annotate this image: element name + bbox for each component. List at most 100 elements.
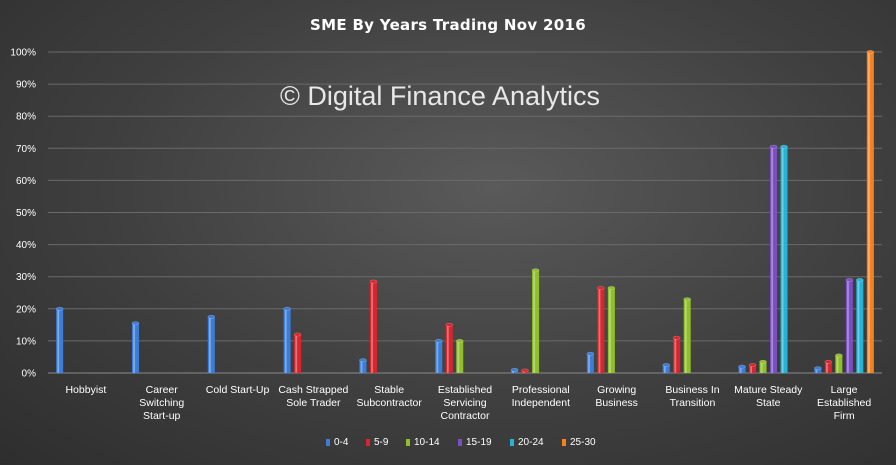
bar-body (283, 308, 291, 373)
bar-top (835, 353, 843, 358)
legend: 0-4 5-9 10-14 15-19 20-24 25-30 (326, 437, 596, 448)
bar-highlight (588, 353, 590, 373)
bar-top (55, 306, 64, 311)
y-tick-label: 50% (16, 208, 36, 219)
bar-highlight (133, 323, 135, 373)
bar-highlight (446, 324, 449, 373)
legend-item: 15-19 (458, 437, 492, 448)
bar-top (683, 297, 691, 302)
bar (445, 323, 453, 373)
bar-highlight (847, 279, 849, 373)
bar-top (672, 335, 681, 340)
legend-label: 20-24 (518, 437, 544, 448)
bar-top (293, 332, 302, 337)
bar-highlight (457, 340, 460, 373)
bar (369, 279, 378, 373)
bar-top (780, 144, 788, 149)
bar-body (456, 340, 464, 373)
bar (283, 306, 291, 373)
bar-top (531, 268, 540, 273)
y-tick-label: 10% (16, 336, 36, 347)
bar (835, 353, 843, 373)
bar-highlight (857, 279, 860, 373)
x-tick-label: Growing Business (595, 384, 638, 409)
bar-body (369, 281, 377, 373)
bar-highlight (57, 308, 60, 373)
bar-body (673, 337, 681, 373)
bar (359, 358, 367, 373)
bar-body (814, 368, 822, 373)
bar-highlight (295, 334, 298, 373)
bar-highlight (750, 364, 753, 373)
bar (55, 306, 64, 373)
legend-label: 0-4 (334, 437, 349, 448)
y-tick-label: 20% (16, 304, 36, 315)
bar-body (662, 364, 670, 373)
bar-highlight (598, 287, 601, 373)
bar (738, 364, 746, 373)
bar-top (521, 368, 529, 373)
bar-top (283, 306, 291, 311)
bar-top (748, 363, 757, 367)
bar-body (738, 366, 746, 373)
x-tick-label: Large Established Firm (817, 384, 871, 422)
bar-highlight (826, 361, 828, 373)
bar-top (738, 364, 746, 369)
bar-highlight (868, 52, 870, 373)
bar (856, 278, 864, 373)
bar (293, 332, 302, 373)
bar-highlight (512, 369, 515, 373)
bar (207, 314, 216, 373)
bar (814, 366, 822, 373)
bar-body (294, 334, 302, 373)
x-tick-label: Mature Steady State (734, 384, 803, 409)
bar-body (445, 324, 453, 373)
bar-top (435, 339, 443, 343)
bar-top (597, 286, 605, 290)
bar-body (759, 361, 767, 373)
bar (769, 144, 778, 373)
x-tick-label: Professional Independent (512, 384, 570, 409)
bar-body (359, 360, 367, 373)
bar (672, 335, 681, 373)
bar-highlight (781, 146, 784, 373)
bar-top (359, 358, 367, 363)
bar-highlight (760, 361, 763, 373)
gridlines (48, 51, 882, 374)
bar-highlight (360, 360, 363, 373)
x-tick-label: Cold Start-Up (206, 384, 270, 396)
bar-top (586, 351, 595, 356)
legend-label: 5-9 (374, 437, 389, 448)
bar-top (866, 50, 875, 54)
bar-highlight (674, 337, 677, 373)
watermark-text: © Digital Finance Analytics (280, 81, 600, 111)
bar (824, 359, 833, 373)
chart-title: SME By Years Trading Nov 2016 (310, 16, 586, 34)
y-tick-label: 100% (10, 48, 36, 59)
bar-body (511, 369, 519, 373)
bar-highlight (208, 316, 211, 373)
bar (456, 339, 464, 373)
bar-top (445, 323, 453, 327)
y-tick-label: 0% (22, 369, 37, 380)
bar-body (780, 146, 788, 373)
bar-highlight (836, 355, 839, 373)
bar (435, 339, 443, 373)
bar-top (769, 144, 778, 149)
legend-label: 10-14 (414, 437, 440, 448)
y-tick-label: 40% (16, 240, 36, 251)
bar-top (824, 359, 833, 364)
bar-highlight (371, 281, 373, 373)
legend-swatch (406, 439, 410, 446)
bar-top (607, 286, 616, 290)
bar-body (683, 299, 691, 373)
bar-top (369, 279, 378, 284)
bar-top (456, 339, 464, 343)
bar (131, 321, 140, 373)
bar (597, 286, 605, 373)
bar-body (856, 279, 864, 373)
bar-body (586, 353, 594, 373)
legend-swatch (366, 439, 370, 446)
bar-highlight (284, 308, 287, 373)
y-axis-ticks: 0% 10% 20% 30% 40% 50% 60% 70% 80% 90% 100% (10, 48, 36, 380)
